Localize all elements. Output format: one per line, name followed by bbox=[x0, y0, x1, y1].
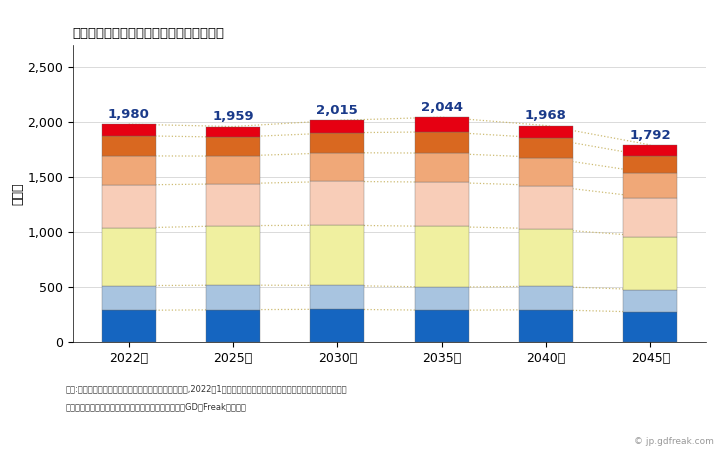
Bar bbox=[310, 120, 365, 133]
Bar bbox=[519, 286, 573, 310]
Bar bbox=[623, 237, 677, 290]
Bar bbox=[310, 225, 365, 285]
Bar bbox=[414, 117, 469, 132]
Bar bbox=[623, 173, 677, 198]
Text: 2,015: 2,015 bbox=[317, 104, 358, 117]
Bar bbox=[206, 156, 260, 184]
Bar bbox=[623, 312, 677, 342]
Bar bbox=[414, 226, 469, 287]
Bar bbox=[310, 153, 365, 181]
Bar bbox=[102, 185, 156, 228]
Bar bbox=[623, 145, 677, 156]
Text: 1,792: 1,792 bbox=[630, 129, 671, 142]
Bar bbox=[519, 185, 573, 229]
Bar bbox=[414, 182, 469, 226]
Text: 1,968: 1,968 bbox=[525, 109, 567, 122]
Y-axis label: ［人］: ［人］ bbox=[12, 182, 25, 205]
Bar bbox=[623, 290, 677, 312]
Bar bbox=[206, 184, 260, 226]
Bar bbox=[206, 126, 260, 137]
Bar bbox=[519, 126, 573, 138]
Bar bbox=[519, 138, 573, 158]
Bar bbox=[519, 158, 573, 185]
Bar bbox=[102, 310, 156, 342]
Bar bbox=[623, 156, 677, 173]
Bar bbox=[519, 310, 573, 342]
Bar bbox=[102, 228, 156, 286]
Text: 1,959: 1,959 bbox=[212, 110, 254, 123]
Bar bbox=[414, 132, 469, 153]
Bar bbox=[206, 310, 260, 342]
Bar bbox=[310, 285, 365, 309]
Bar bbox=[310, 181, 365, 225]
Bar bbox=[519, 229, 573, 286]
Bar bbox=[206, 137, 260, 156]
Bar bbox=[102, 156, 156, 185]
Text: 要介護度別平均認定率を当域内人口構成に当てはめてGD　Freakが算出。: 要介護度別平均認定率を当域内人口構成に当てはめてGD Freakが算出。 bbox=[66, 403, 246, 412]
Text: 出所:実績値は「介護事業状況報告月報」（厚生労働省,2022年1月）。推計値は「全国又は都道府県の男女・年齢階層別: 出所:実績値は「介護事業状況報告月報」（厚生労働省,2022年1月）。推計値は「… bbox=[66, 385, 347, 394]
Text: 1,980: 1,980 bbox=[108, 108, 150, 121]
Bar bbox=[414, 310, 469, 342]
Bar bbox=[623, 198, 677, 237]
Bar bbox=[414, 153, 469, 182]
Bar bbox=[310, 309, 365, 342]
Bar bbox=[206, 285, 260, 310]
Text: © jp.gdfreak.com: © jp.gdfreak.com bbox=[633, 436, 713, 446]
Bar bbox=[206, 226, 260, 285]
Bar bbox=[414, 287, 469, 310]
Bar bbox=[102, 286, 156, 310]
Bar bbox=[102, 135, 156, 156]
Text: 2,044: 2,044 bbox=[421, 101, 462, 114]
Bar bbox=[102, 124, 156, 135]
Bar bbox=[310, 133, 365, 153]
Text: 柳井市の要介護（要支援）者数の将来推計: 柳井市の要介護（要支援）者数の将来推計 bbox=[73, 27, 225, 40]
